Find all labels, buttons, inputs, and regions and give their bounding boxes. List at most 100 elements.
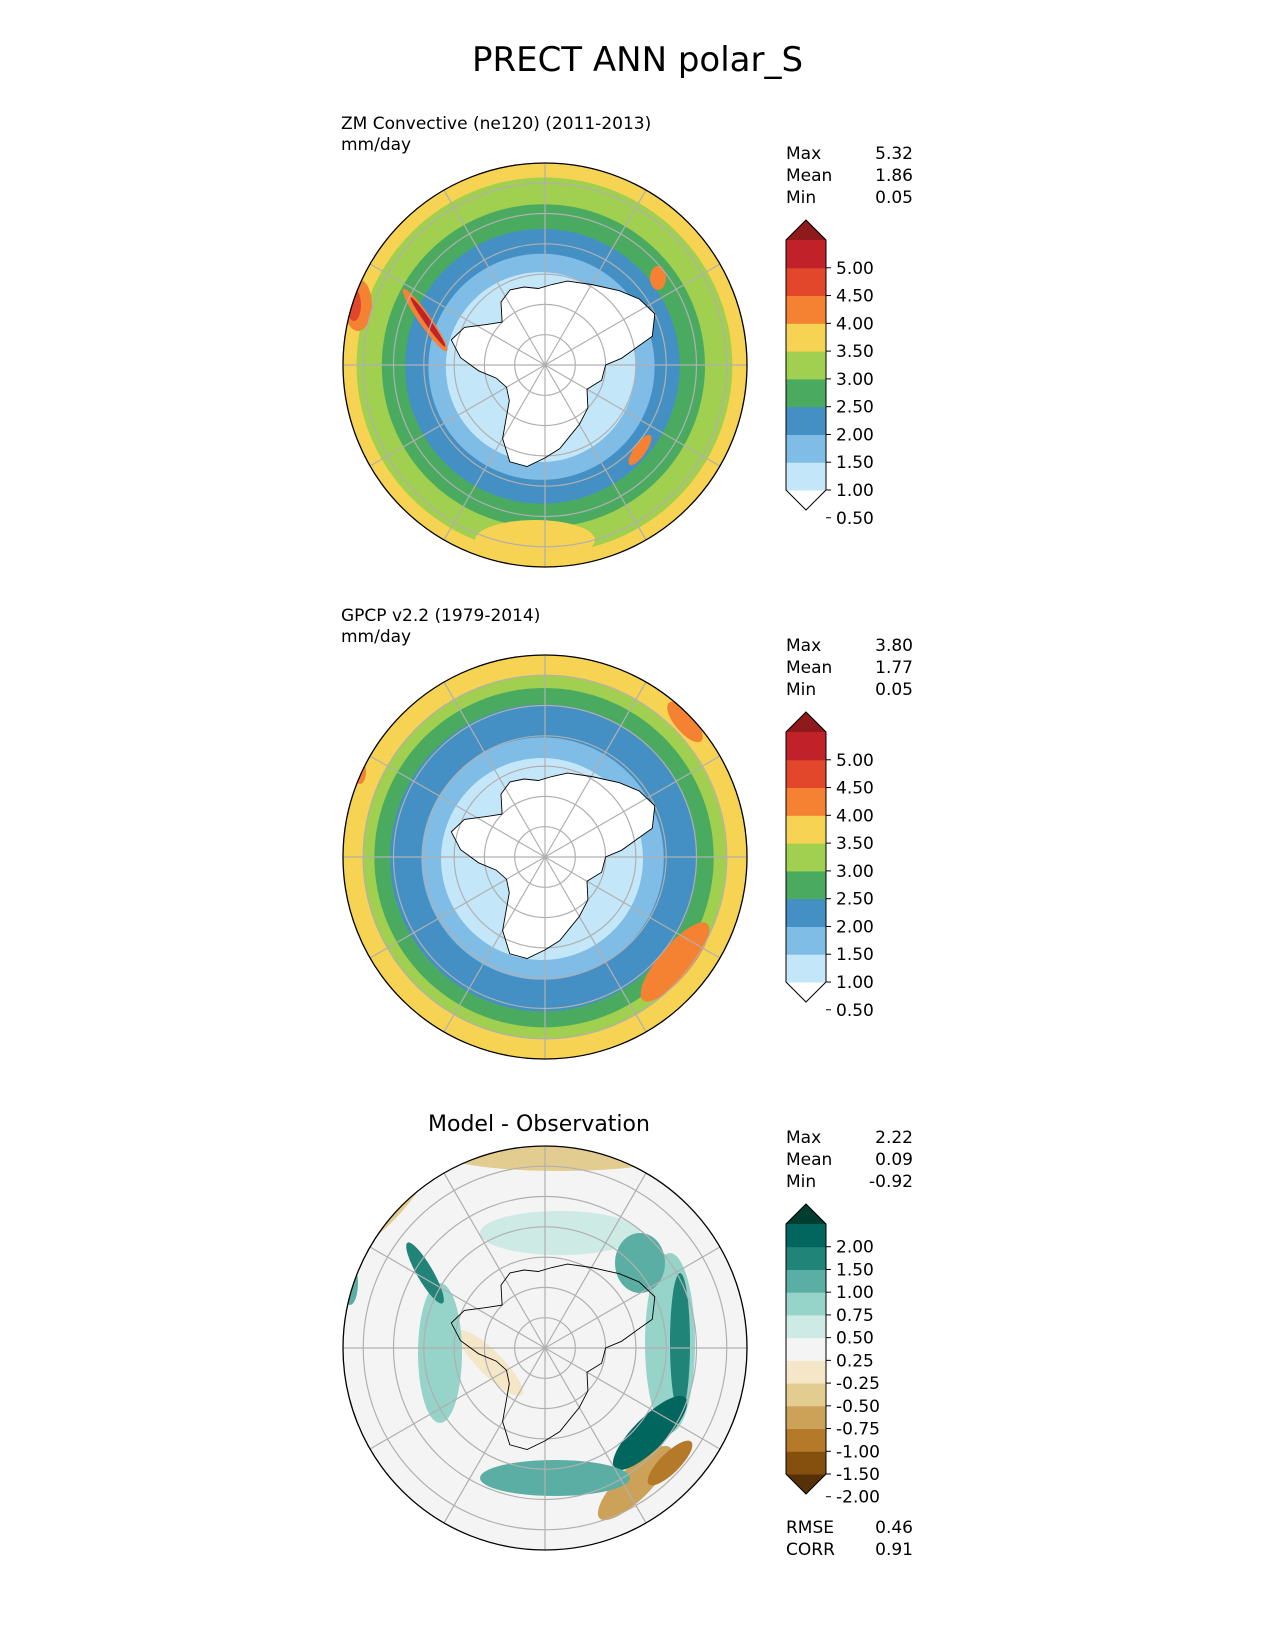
panel-1-colorbar-bin: [786, 295, 826, 324]
panel-3-map-frame: [342, 1145, 748, 1551]
panel-3-colorbar-tick-label: -1.00: [836, 1442, 880, 1462]
panel-3-colorbar-bin: [786, 1224, 826, 1248]
panel-1-map-frame: [342, 162, 748, 568]
panel-2-map-frame: [342, 654, 748, 1060]
panel-3-map-negative-diff: [457, 1330, 523, 1396]
panel-3-rmse-label: RMSE: [786, 1518, 835, 1538]
panel-3-rmse-value: 0.46: [875, 1518, 913, 1538]
panel-2-colorbar-bin: [786, 815, 826, 844]
panel-2-colorbar: 5.00 4.50 4.00 3.50 3.00 2.50 2.00 1.50 1.00 0.50: [785, 711, 874, 1021]
panel-2-map-meridian: [443, 856, 546, 1033]
panel-3-map-meridian: [443, 1172, 546, 1349]
panel-2-colorbar-bin: [786, 898, 826, 927]
panel-1-colorbar-bin: [786, 267, 826, 297]
panel-3-colorbar-bin: [786, 1337, 826, 1361]
panel-2-map-high-precip: [354, 760, 366, 784]
panel-2-colorbar-bin: [786, 870, 826, 900]
panel-2-max-value: 3.80: [875, 636, 913, 656]
panel-3-max-label: Max: [786, 1128, 822, 1148]
panel-3-colorbar-tick-label: -0.50: [836, 1397, 880, 1417]
panel-3-map-positive-diff: [480, 1211, 640, 1255]
panel-1-units: mm/day: [341, 135, 412, 155]
panel-2-colorbar-tick-label: 4.00: [836, 806, 874, 826]
panel-3-min-label: Min: [786, 1172, 817, 1192]
panel-2-colorbar-bin: [786, 787, 826, 816]
panel-1-map-meridian: [369, 364, 546, 467]
panel-3-map-meridian: [544, 1172, 647, 1349]
panel-2-colorbar-bin: [786, 759, 826, 789]
panel-1-colorbar-tick-label: 2.50: [836, 398, 874, 418]
panel-3-max-value: 2.22: [875, 1128, 913, 1148]
panel-1-map-antarctica-dry: [451, 281, 655, 467]
panel-1-polar-map: [342, 162, 748, 568]
panel-2-units: mm/day: [341, 627, 412, 647]
panel-2-colorbar-tick-label: 5.00: [836, 751, 874, 771]
panel-3-colorbar-bin: [786, 1246, 826, 1270]
panel-3-colorbar-bin: [786, 1269, 826, 1293]
panel-3-map-negative-diff: [647, 1440, 693, 1486]
panel-3-mean-label: Mean: [786, 1150, 833, 1170]
panel-2-mean-value: 1.77: [875, 658, 913, 678]
panel-3-map-negative-diff: [597, 1445, 673, 1521]
panel-3-colorbar-bin: [786, 1428, 826, 1452]
panel-3-colorbar-tick-label: 0.75: [836, 1306, 874, 1326]
panel-2-label: GPCP v2.2 (1979-2014) mm/day: [341, 606, 540, 648]
panel-3-colorbar-bin: [786, 1405, 826, 1430]
panel-2-map-meridian: [369, 856, 546, 959]
panel-1-colorbar-tick-label: 1.50: [836, 453, 874, 473]
panel-1-colorbar-tick-label: 1.00: [836, 481, 874, 501]
panel-2-polar-map: [342, 654, 748, 1060]
panel-3-colorbar-extend-max: [786, 1204, 826, 1224]
panel-3-colorbar-tick-label: -1.50: [836, 1465, 880, 1485]
panel-3-colorbar-bin: [786, 1292, 826, 1316]
panel-3-colorbar-tick-label: 2.00: [836, 1238, 874, 1258]
panel-1-mean-value: 1.86: [875, 166, 913, 186]
panel-3-map-positive-diff: [612, 1395, 688, 1471]
panel-2-colorbar-bin: [786, 732, 826, 761]
panel-1-colorbar-extend-max: [786, 220, 826, 240]
panel-3-mean-value: 0.09: [875, 1150, 913, 1170]
panel-3-map-positive-diff: [670, 1273, 690, 1413]
panel-2-mean-label: Mean: [786, 658, 833, 678]
panel-1-colorbar-bin: [786, 240, 826, 269]
panel-2-colorbar-tick-label: 0.50: [836, 1001, 874, 1021]
panel-3-colorbar-tick-label: -2.00: [836, 1488, 880, 1508]
panel-1-map-meridian: [544, 364, 721, 467]
panel-2-map-meridian: [544, 681, 647, 858]
panel-3-corr-value: 0.91: [875, 1540, 913, 1560]
panel-2-colorbar-tick-label: 1.00: [836, 973, 874, 993]
panel-1-map-meridian: [544, 263, 721, 366]
panel-1-colorbar-bin: [786, 434, 826, 463]
panel-3-map-positive-diff: [615, 1233, 665, 1293]
panel-2-colorbar-tick-label: 1.50: [836, 945, 874, 965]
panel-2-map-meridian: [443, 681, 546, 858]
panel-1-max-value: 5.32: [875, 144, 913, 164]
panel-3-map-negative-diff: [440, 1146, 680, 1171]
panel-3-map-meridian: [443, 1347, 546, 1524]
panel-1-colorbar-tick-label: 4.00: [836, 314, 874, 334]
panel-1-colorbar-bin: [786, 406, 826, 435]
panel-3-colorbar-tick-label: -0.25: [836, 1374, 880, 1394]
panel-2-title: GPCP v2.2 (1979-2014): [341, 606, 541, 626]
panel-1-colorbar-bin: [786, 462, 826, 491]
panel-3-colorbar-tick-label: 0.50: [836, 1329, 874, 1349]
panel-2-min-value: 0.05: [875, 680, 913, 700]
panel-3-corr-label: CORR: [786, 1540, 835, 1560]
panel-1-map-contour-band: [475, 520, 595, 560]
panel-2-colorbar-bin: [786, 926, 826, 955]
panel-1-map-coastline: [450, 280, 656, 467]
panel-2-map-meridian: [544, 856, 721, 959]
panel-1-colorbar-tick-label: 3.00: [836, 370, 874, 390]
panel-3-colorbar-tick-label: 1.50: [836, 1260, 874, 1280]
panel-2-map-meridian: [544, 755, 721, 858]
panel-3-title: Model - Observation: [428, 1112, 650, 1137]
panel-3-colorbar-tick-label: -0.75: [836, 1420, 880, 1440]
panel-1-map-meridian: [544, 189, 647, 366]
panel-3-map-graticule: [343, 1146, 747, 1550]
panel-3-colorbar-bin: [786, 1383, 826, 1407]
panel-3-map-positive-diff: [343, 1261, 358, 1305]
panel-2-map-meridian: [369, 755, 546, 858]
panel-1-map-meridian: [443, 364, 546, 541]
panel-1-colorbar-bin: [786, 378, 826, 408]
panel-3-colorbar-bin: [786, 1314, 826, 1339]
